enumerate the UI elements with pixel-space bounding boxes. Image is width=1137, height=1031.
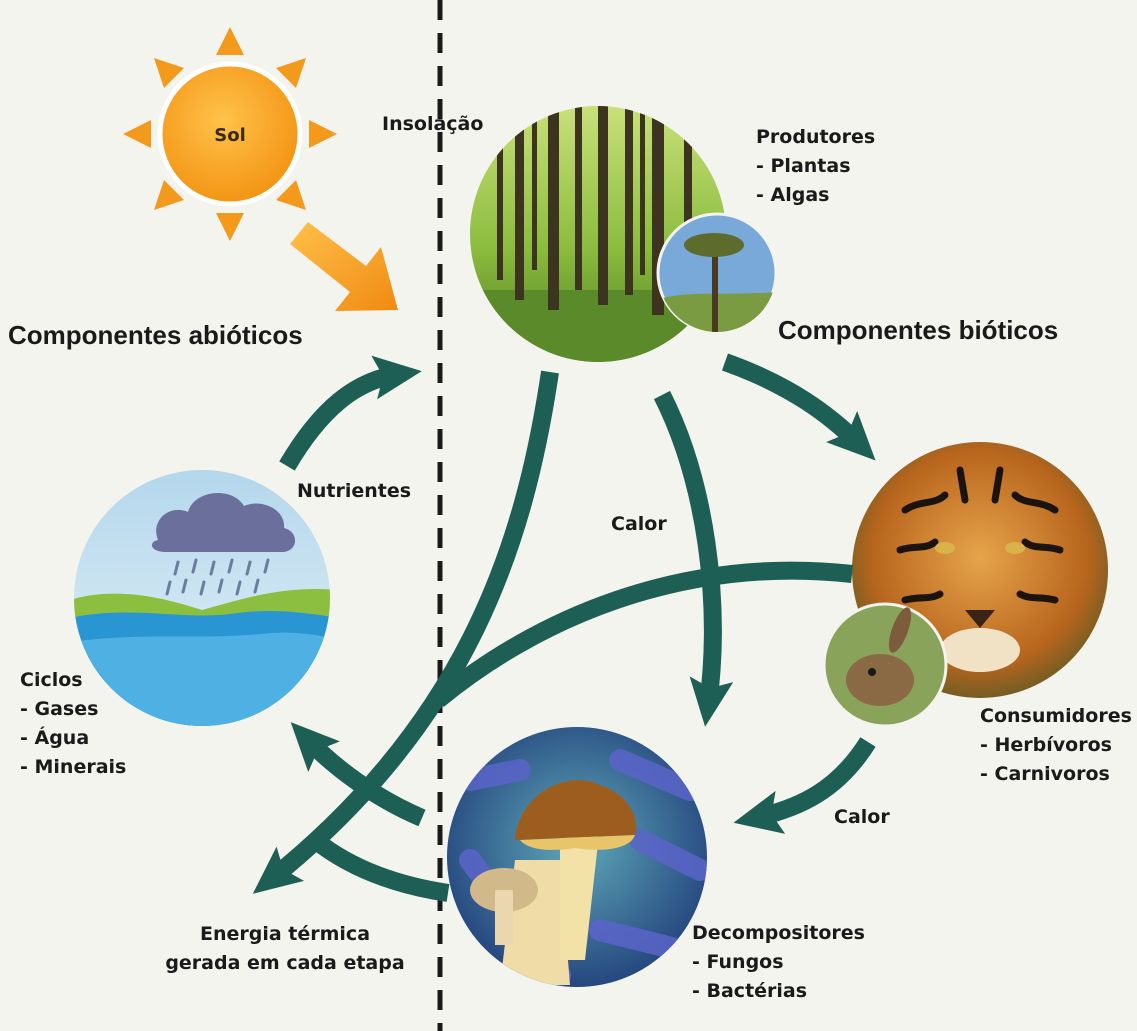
thermal-line-1: Energia térmica	[199, 923, 371, 945]
thermal-line-2: gerada em cada etapa	[165, 952, 405, 974]
nutrients-label: Nutrientes	[297, 480, 412, 502]
producers-list: Produtores - Plantas - Algas	[756, 128, 875, 215]
producers-item: - Plantas	[756, 155, 851, 177]
rabbit-photo	[822, 602, 948, 728]
cycles-item: - Água	[20, 727, 90, 749]
producers-title: Produtores	[756, 126, 876, 148]
consumers-item: - Carnivoros	[980, 763, 1110, 785]
arrow-tiger-to-decomposers	[432, 561, 853, 707]
arrow-consumers-to-decomposers	[733, 737, 876, 834]
arrow-forest-to-thermal	[252, 370, 559, 894]
consumers-title: Consumidores	[980, 705, 1132, 727]
biotic-title: Componentes bióticos	[778, 315, 1059, 345]
sun-label: Sol	[214, 125, 246, 146]
rain-cloud-icon	[151, 493, 296, 596]
heat-label-right: Calor	[834, 806, 890, 828]
heat-label-center: Calor	[611, 513, 667, 535]
cycles-item: - Gases	[20, 698, 99, 720]
cycles-item: - Minerais	[20, 756, 127, 778]
consumers-list: Consumidores - Herbívoros - Carnivoros	[980, 707, 1132, 794]
decomposers-item: - Bactérias	[692, 980, 808, 1002]
thermal-energy-label: Energia térmica gerada em cada etapa	[135, 925, 435, 983]
arrow-decomposers-back	[309, 832, 450, 902]
cycles-list: Ciclos - Gases - Água - Minerais	[20, 671, 126, 787]
arrow-forest-to-consumers	[721, 353, 876, 461]
decomposers-item: - Fungos	[692, 951, 784, 973]
arrow-water-to-abiotic	[279, 355, 422, 471]
consumers-item: - Herbívoros	[980, 734, 1112, 756]
arrow-forest-to-decomposers	[653, 390, 734, 727]
sun-icon	[123, 27, 398, 311]
decomposers-title: Decompositores	[692, 922, 865, 944]
cycles-title: Ciclos	[20, 669, 83, 691]
mushroom-photo	[447, 727, 707, 987]
abiotic-title: Componentes abióticos	[8, 320, 303, 350]
insolation-label: Insolação	[382, 113, 484, 135]
decomposers-list: Decompositores - Fungos - Bactérias	[692, 924, 865, 1011]
arrow-decomposers-to-water	[290, 722, 426, 827]
sun-ray-arrow	[290, 222, 398, 311]
producers-item: - Algas	[756, 184, 830, 206]
